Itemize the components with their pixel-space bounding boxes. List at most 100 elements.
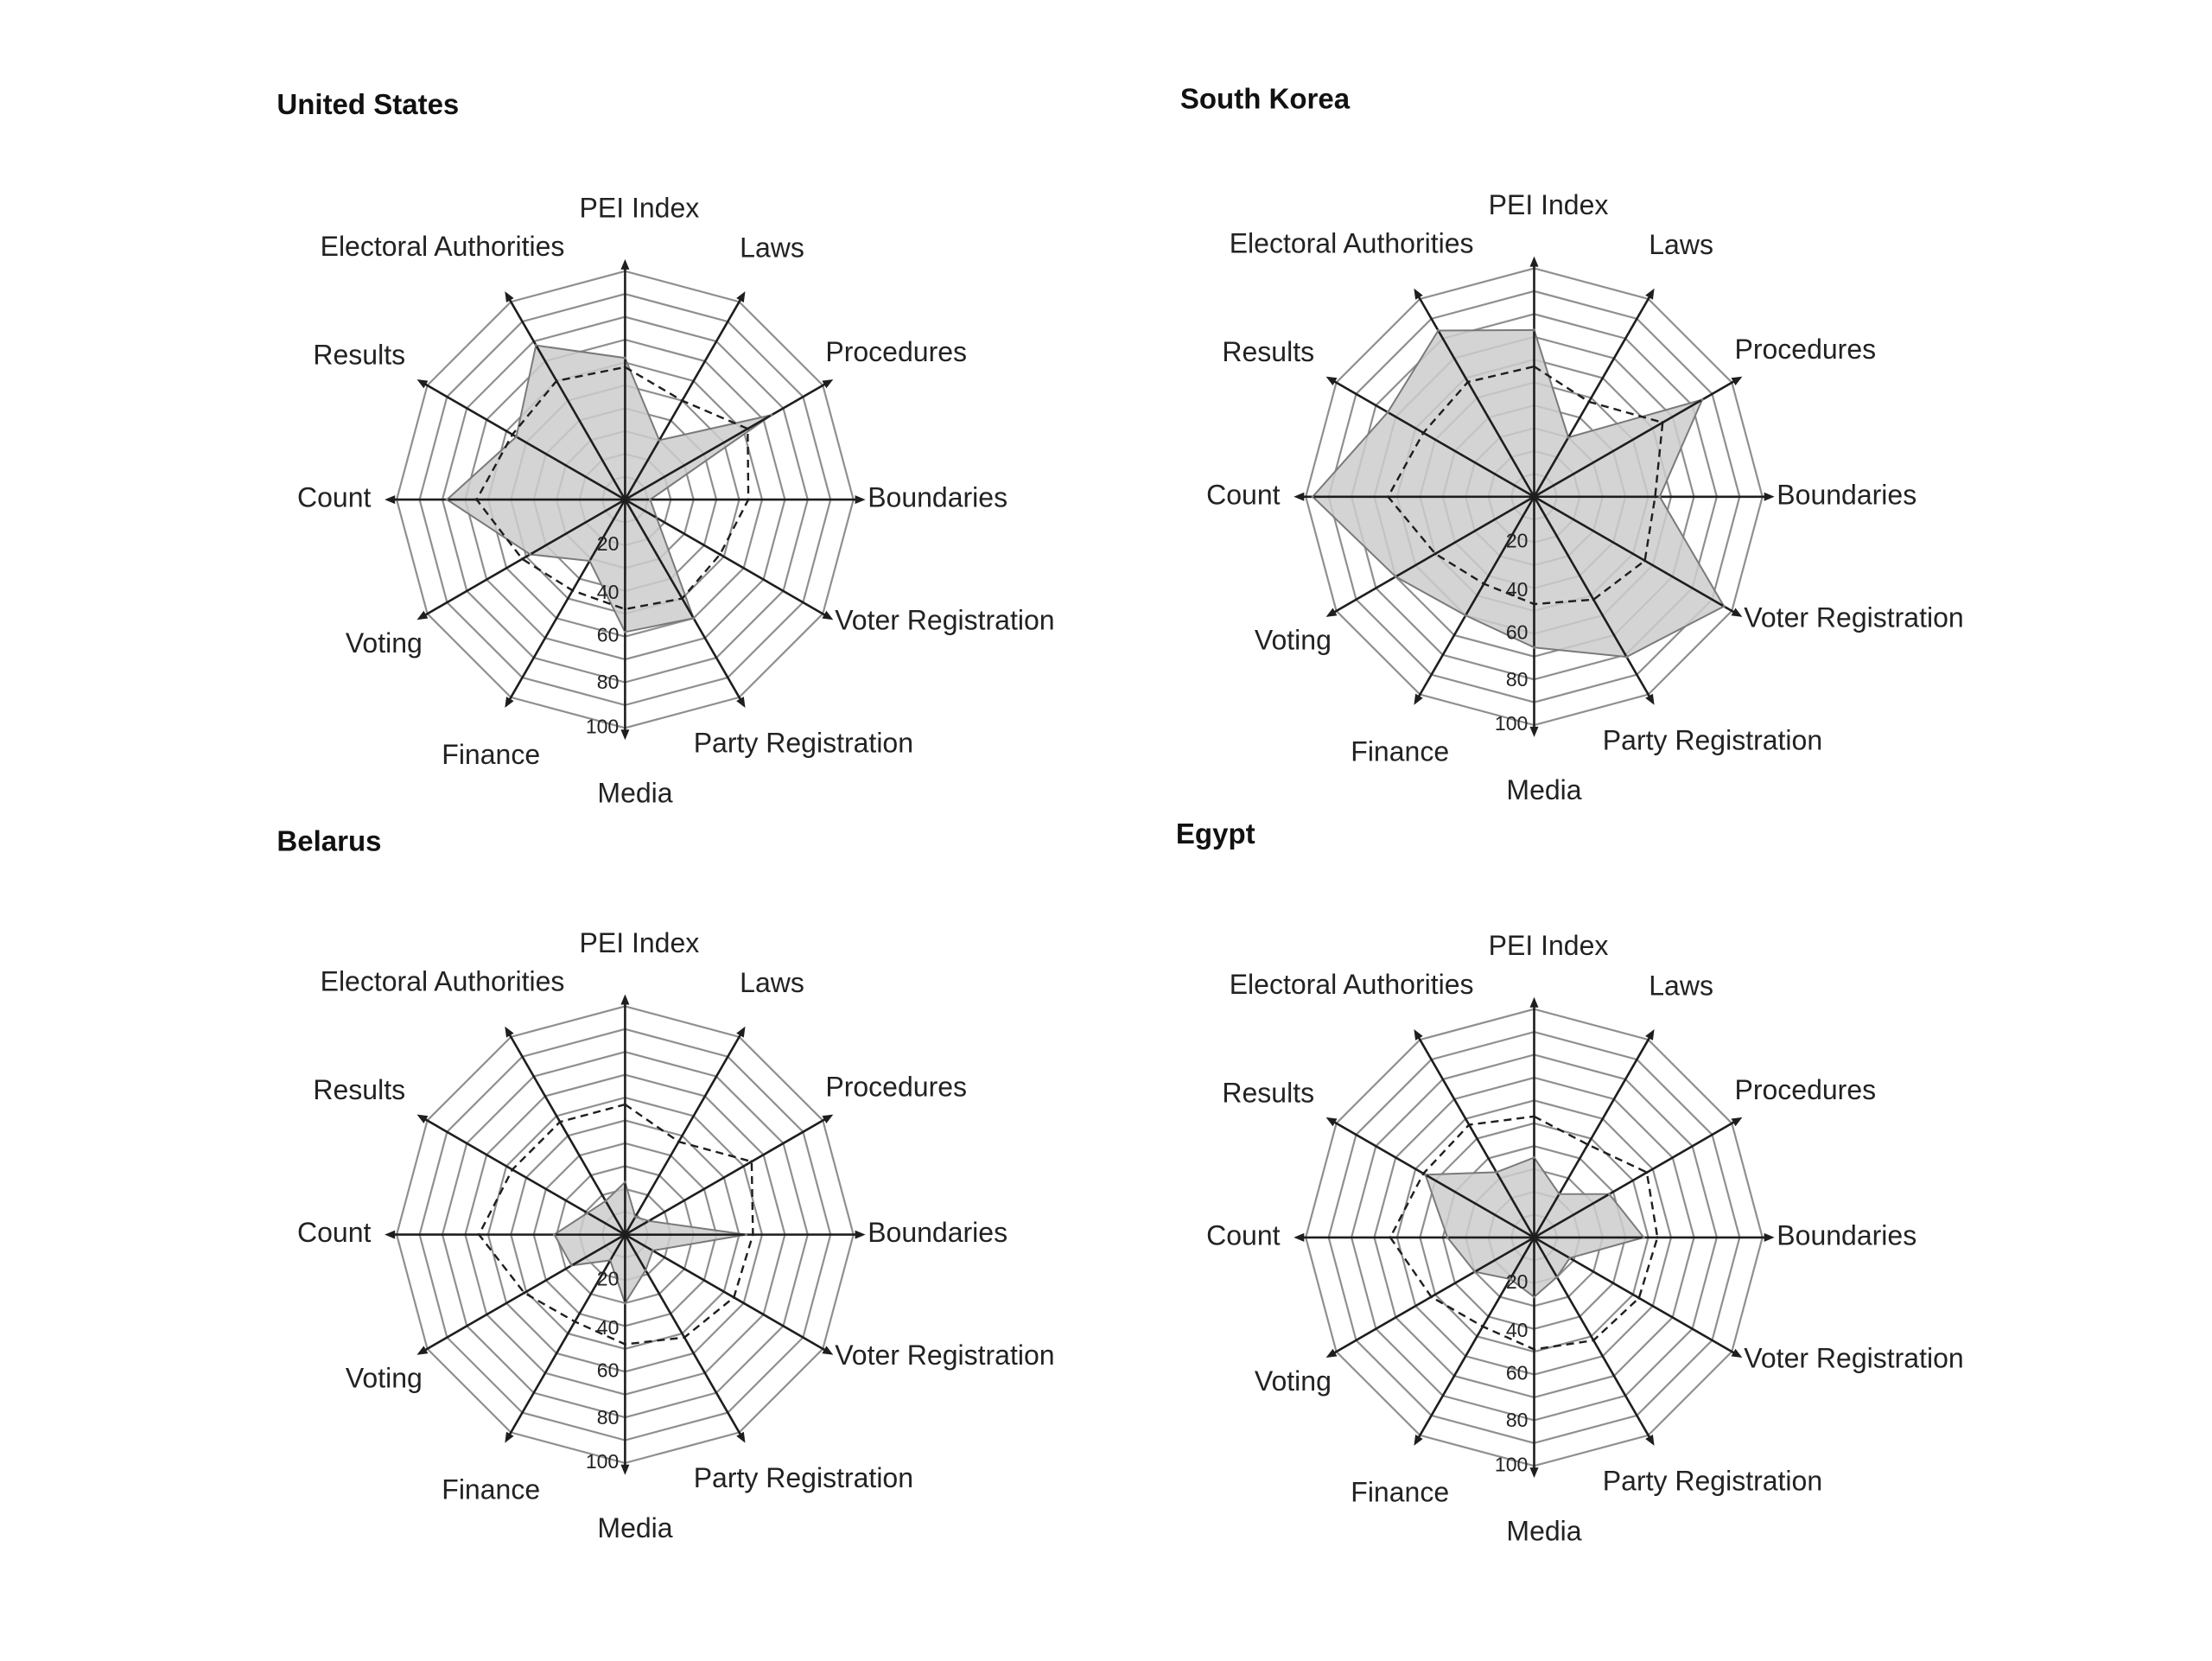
country-point-voting: [570, 1263, 574, 1267]
tick-label-60: 60: [1506, 620, 1529, 643]
country-point-party-registration: [692, 616, 696, 620]
axis-label-party-registration: Party Registration: [694, 1462, 913, 1493]
tick-label-20: 20: [1506, 1270, 1529, 1293]
country-point-electoral-authorities: [1495, 1170, 1498, 1174]
axis-arrowhead: [385, 1230, 396, 1239]
average-point-media: [623, 608, 627, 611]
axis-spoke-voter-registration: [1533, 1236, 1738, 1357]
axis-label-party-registration: Party Registration: [694, 728, 913, 759]
axis-arrowhead: [855, 1230, 866, 1239]
average-point-procedures: [1645, 1171, 1649, 1174]
axis-label-boundaries: Boundaries: [1777, 1219, 1916, 1251]
axis-label-results: Results: [313, 1074, 405, 1105]
average-point-finance: [1482, 582, 1485, 586]
axis-arrowhead: [620, 729, 630, 741]
average-point-boundaries: [747, 498, 750, 501]
average-point-voter-registration: [718, 552, 721, 557]
axis-label-procedures: Procedures: [825, 336, 967, 367]
axis-arrowhead: [1529, 726, 1539, 737]
axis-arrowhead: [1645, 1435, 1655, 1446]
axis-label-pei-index: PEI Index: [1489, 930, 1609, 961]
average-point-voting: [523, 1291, 526, 1295]
axis-arrowhead: [505, 697, 514, 708]
average-point-laws: [1587, 400, 1591, 404]
axis-label-laws: Laws: [1649, 229, 1713, 260]
axis-label-pei-index: PEI Index: [1489, 189, 1609, 220]
axis-label-results: Results: [1222, 336, 1314, 367]
tick-label-40: 40: [597, 581, 620, 603]
axis-arrowhead: [822, 610, 834, 620]
average-point-voter-registration: [1637, 1296, 1641, 1300]
axis-label-voting: Voting: [346, 627, 423, 659]
axis-arrowhead: [1325, 1348, 1338, 1358]
axis-label-count: Count: [1206, 1219, 1281, 1251]
average-point-voting: [1433, 552, 1437, 556]
axis-label-boundaries: Boundaries: [868, 1217, 1007, 1248]
average-point-voter-registration: [732, 1295, 735, 1299]
country-point-pei-index: [623, 356, 627, 360]
average-point-pei-index: [1532, 365, 1536, 368]
radar-panel-belarus: Belarus 20 40 60 80 100 PEI Index Laws Procedure…: [276, 824, 1054, 1543]
axis-spoke-results: [421, 380, 626, 501]
average-point-party-registration: [680, 596, 684, 601]
axis-spoke-finance: [1415, 496, 1535, 702]
country-point-procedures: [647, 1219, 651, 1223]
axis-spoke-procedures: [624, 380, 830, 501]
axis-spoke-laws: [624, 295, 744, 500]
axis-arrowhead: [620, 994, 630, 1005]
axis-label-voter-registration: Voter Registration: [1744, 1342, 1963, 1373]
country-point-electoral-authorities: [604, 1200, 607, 1203]
axis-spoke-results: [421, 1116, 626, 1236]
country-point-laws: [633, 1215, 637, 1219]
axis-arrowhead: [416, 1346, 429, 1355]
average-point-laws: [677, 1140, 681, 1143]
average-point-media: [1532, 1347, 1536, 1351]
panel-title: South Korea: [1180, 83, 1351, 115]
country-point-results: [586, 1211, 589, 1215]
average-point-finance: [571, 589, 575, 592]
axis-label-media: Media: [1506, 1515, 1581, 1546]
axis-label-results: Results: [313, 339, 405, 370]
average-point-boundaries: [1656, 1236, 1659, 1239]
country-point-electoral-authorities: [1436, 328, 1440, 333]
axis-arrowhead: [1764, 1232, 1775, 1242]
axis-arrowhead: [822, 1114, 834, 1123]
axis-arrowhead: [1414, 693, 1423, 705]
average-point-results: [511, 433, 514, 436]
country-point-procedures: [1607, 1193, 1611, 1196]
axis-spoke-electoral-authorities: [506, 1030, 626, 1236]
average-point-procedures: [746, 427, 749, 430]
axis-label-pei-index: PEI Index: [580, 192, 700, 223]
axis-label-electoral-authorities: Electoral Authorities: [1230, 228, 1474, 259]
axis-label-voter-registration: Voter Registration: [1744, 601, 1963, 633]
average-point-party-registration: [1592, 598, 1595, 601]
tick-label-60: 60: [1506, 1362, 1529, 1384]
axis-arrowhead: [1325, 608, 1338, 617]
axis-label-procedures: Procedures: [1734, 1074, 1876, 1105]
tick-label-80: 80: [597, 1406, 620, 1429]
axis-arrowhead: [822, 1346, 834, 1355]
country-point-boundaries: [1642, 1236, 1645, 1239]
axis-spoke-procedures: [624, 1116, 830, 1236]
axis-label-media: Media: [1506, 774, 1581, 805]
country-point-laws: [1558, 1193, 1561, 1196]
country-point-finance: [608, 1258, 612, 1262]
axis-spoke-voter-registration: [1533, 495, 1738, 616]
country-point-voter-registration: [655, 516, 658, 519]
country-point-laws: [658, 438, 661, 442]
tick-label-40: 40: [1506, 578, 1529, 601]
average-point-count: [477, 1233, 480, 1237]
axis-arrowhead: [385, 495, 396, 505]
axis-label-finance: Finance: [1351, 736, 1449, 767]
axis-label-finance: Finance: [1351, 1477, 1449, 1508]
axis-label-media: Media: [597, 777, 672, 808]
axis-label-boundaries: Boundaries: [868, 482, 1007, 513]
axis-label-voter-registration: Voter Registration: [835, 1340, 1054, 1371]
country-point-pei-index: [1532, 1155, 1536, 1160]
axis-spoke-electoral-authorities: [506, 295, 626, 500]
tick-label-20: 20: [1506, 530, 1529, 552]
axis-arrowhead: [505, 1431, 514, 1443]
axis-label-count: Count: [1206, 479, 1281, 510]
axis-arrowhead: [736, 697, 746, 708]
panel-title: United States: [276, 88, 459, 120]
